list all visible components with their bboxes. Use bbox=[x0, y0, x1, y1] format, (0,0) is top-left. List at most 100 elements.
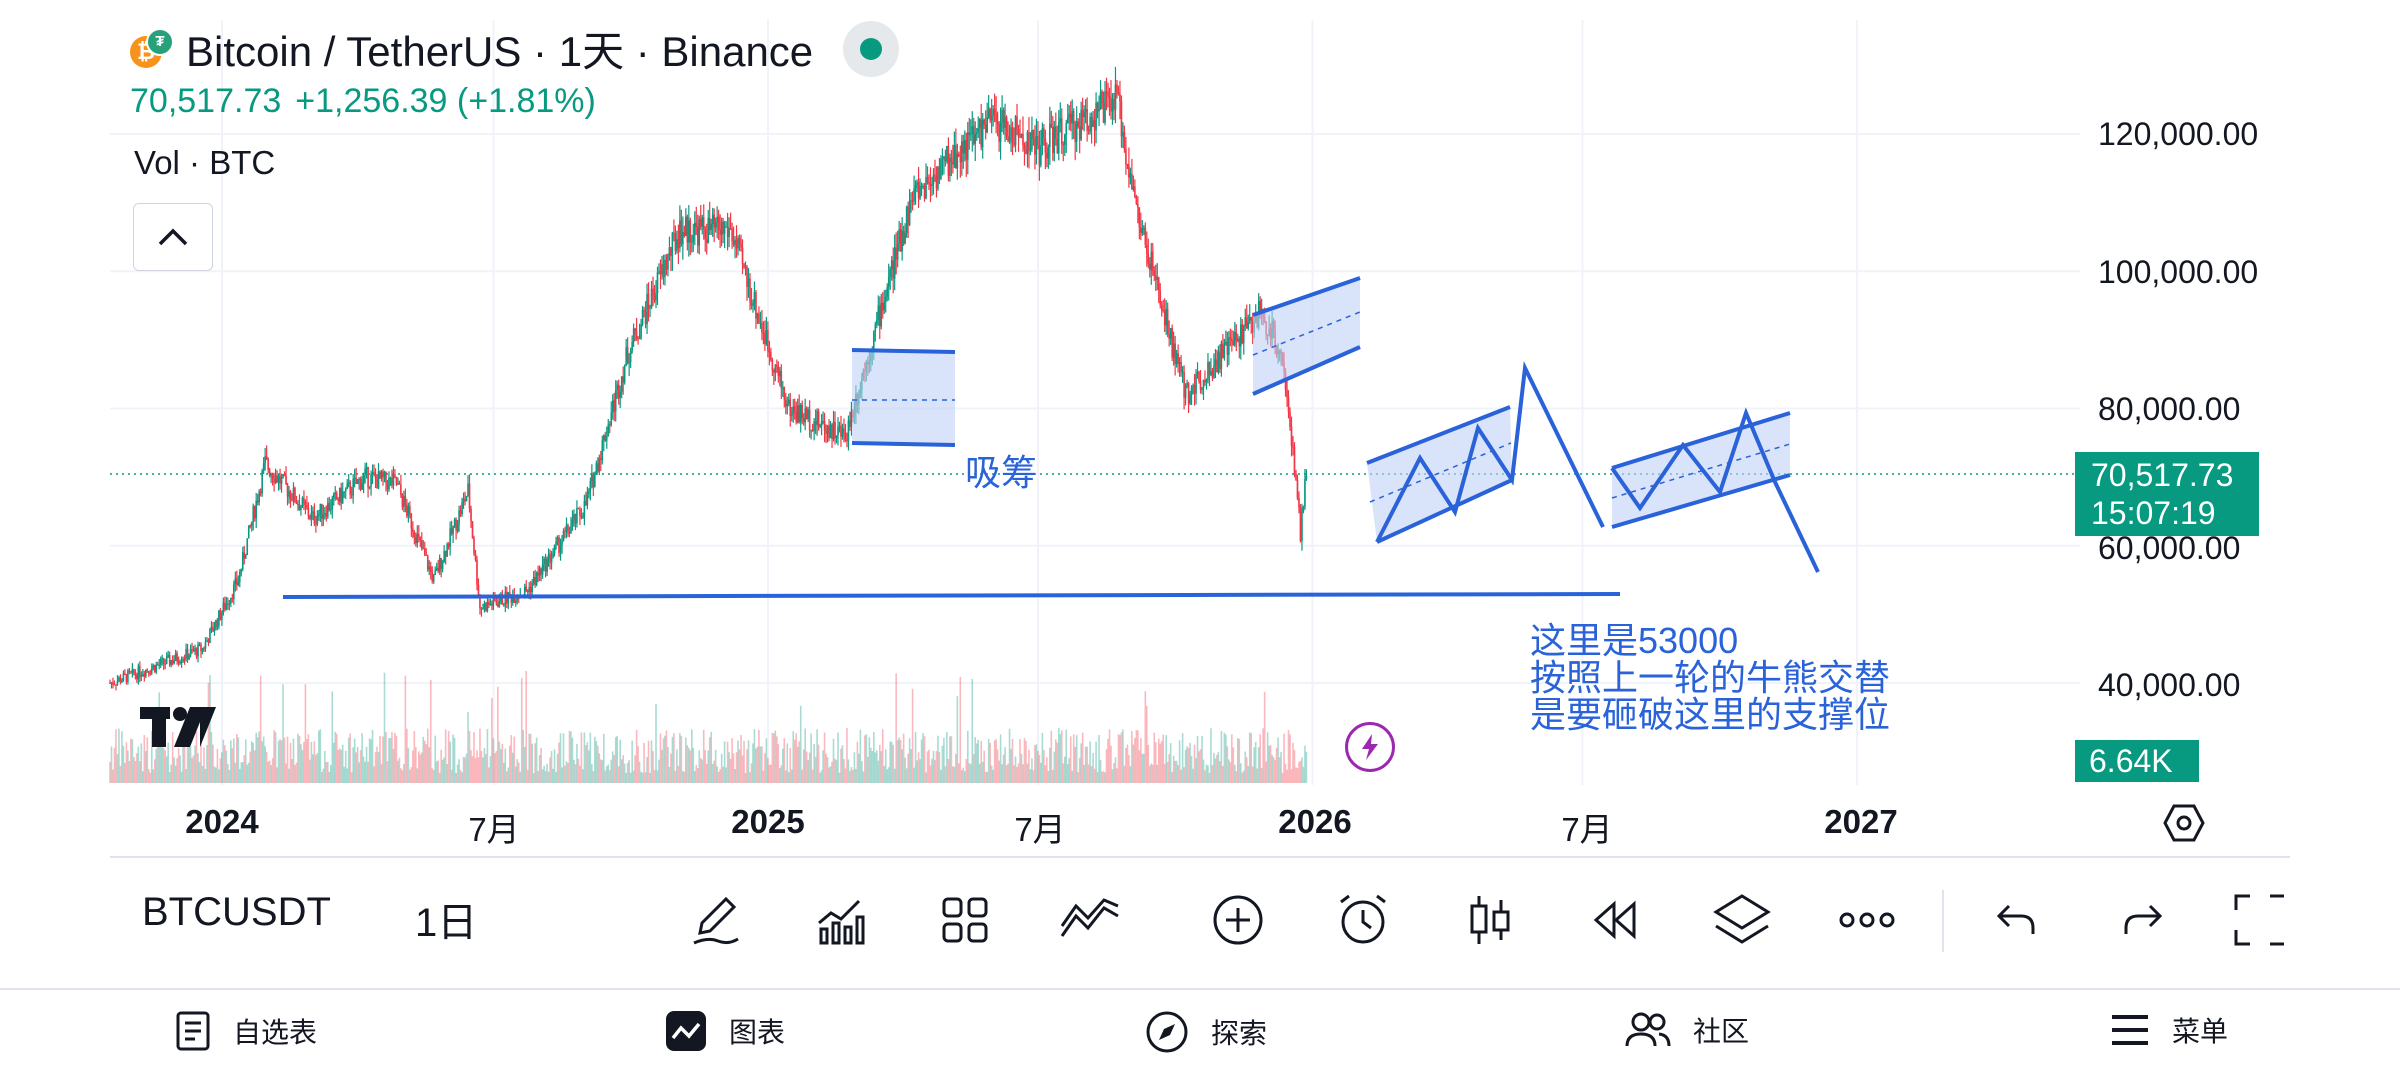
alert-icon[interactable] bbox=[1331, 888, 1395, 952]
candle-body bbox=[577, 508, 580, 510]
candle-body bbox=[1247, 321, 1250, 329]
candle-body bbox=[1186, 382, 1188, 386]
volume-bar bbox=[1046, 757, 1048, 783]
volume-bar bbox=[489, 756, 492, 783]
volume-bar bbox=[723, 741, 726, 783]
volume-bar bbox=[683, 771, 686, 783]
volume-bar bbox=[1011, 738, 1014, 783]
candle-body bbox=[526, 590, 529, 593]
candle-body bbox=[200, 644, 202, 652]
candle-body bbox=[540, 568, 542, 575]
volume-bar bbox=[1199, 749, 1202, 783]
volume-bar bbox=[731, 738, 733, 783]
volume-bar bbox=[941, 745, 944, 783]
layers-icon[interactable] bbox=[1710, 888, 1774, 952]
volume-bar bbox=[602, 733, 605, 783]
collapse-legend-button[interactable] bbox=[133, 203, 213, 271]
market-open-dot-icon[interactable] bbox=[843, 20, 900, 77]
volume-bar bbox=[790, 769, 793, 783]
volume-bar bbox=[896, 740, 899, 783]
support-note[interactable]: 这里是53000 按照上一轮的牛熊交替 是要砸破这里的支撑位 bbox=[1530, 620, 1891, 735]
candle-body bbox=[941, 158, 944, 160]
volume-bar bbox=[1034, 745, 1036, 783]
nav-menu[interactable]: 菜单 bbox=[2110, 1010, 2228, 1050]
candle-type-icon[interactable] bbox=[1458, 888, 1522, 952]
indicators-icon[interactable] bbox=[808, 888, 872, 952]
candle-body bbox=[564, 530, 566, 532]
candle-body bbox=[276, 475, 278, 483]
candle-body bbox=[755, 292, 757, 319]
nav-watchlist[interactable]: 自选表 bbox=[175, 1010, 317, 1052]
volume-bar bbox=[1253, 747, 1256, 783]
candle-body bbox=[926, 176, 929, 182]
volume-bar bbox=[619, 739, 621, 783]
replay-icon[interactable] bbox=[1583, 888, 1647, 952]
candle-body bbox=[1163, 310, 1166, 326]
volume-bar bbox=[1111, 769, 1114, 783]
accumulation-label[interactable]: 吸筹 bbox=[965, 452, 1038, 493]
volume-bar bbox=[816, 729, 818, 783]
volume-bar bbox=[592, 771, 595, 783]
volume-bar bbox=[306, 739, 308, 783]
candle-body bbox=[1223, 344, 1226, 358]
volume-bar bbox=[676, 749, 678, 783]
user-drawings[interactable] bbox=[282, 276, 1820, 599]
nav-explore[interactable]: 探索 bbox=[1145, 1010, 1267, 1054]
chart-header[interactable]: ₿ ₮ Bitcoin / TetherUS · 1天 · Binance bbox=[130, 18, 900, 79]
candle-body bbox=[844, 432, 847, 441]
volume-indicator-label[interactable]: Vol · BTC bbox=[134, 144, 276, 181]
volume-bar bbox=[999, 734, 1002, 783]
volume-bar bbox=[246, 764, 249, 783]
price-chart[interactable] bbox=[0, 0, 2400, 860]
candle-body bbox=[1034, 138, 1036, 155]
candle-body bbox=[808, 409, 811, 431]
undo-icon[interactable] bbox=[1985, 888, 2049, 952]
volume-bar bbox=[259, 675, 262, 783]
symbol-title[interactable]: Bitcoin / TetherUS · 1天 · Binance bbox=[186, 28, 814, 75]
redo-icon[interactable] bbox=[2110, 888, 2174, 952]
lightning-event-icon[interactable] bbox=[1345, 722, 1395, 772]
volume-bar bbox=[1107, 738, 1109, 783]
nav-chart[interactable]: 图表 bbox=[665, 1010, 785, 1052]
volume-bar bbox=[1257, 747, 1260, 783]
symbol-selector[interactable]: BTCUSDT bbox=[142, 890, 331, 934]
volume-bar bbox=[155, 748, 158, 783]
volume-bar bbox=[1060, 730, 1063, 783]
volume-bar bbox=[795, 733, 798, 783]
price-axis-label: 40,000.00 bbox=[2098, 667, 2241, 703]
interval-selector[interactable]: 1日 bbox=[415, 901, 478, 945]
volume-bar bbox=[1038, 754, 1041, 783]
candle-body bbox=[595, 463, 598, 473]
volume-bar bbox=[161, 744, 164, 783]
volume-bar bbox=[271, 758, 274, 783]
volume-bar bbox=[986, 771, 988, 783]
candle-body bbox=[236, 578, 238, 585]
candle-body bbox=[376, 478, 378, 489]
nav-community[interactable]: 社区 bbox=[1625, 1010, 1749, 1050]
candle-body bbox=[222, 602, 225, 613]
volume-bar bbox=[1104, 772, 1106, 783]
candle-body bbox=[146, 669, 149, 671]
candle-body bbox=[1201, 387, 1203, 390]
pencil-icon[interactable] bbox=[683, 888, 747, 952]
volume-bar bbox=[1043, 749, 1045, 783]
volume-bar bbox=[753, 729, 756, 783]
add-icon[interactable] bbox=[1206, 888, 1270, 952]
volume-bar bbox=[591, 764, 593, 783]
candle-body bbox=[992, 109, 994, 117]
volume-bar bbox=[494, 753, 496, 783]
candle-body bbox=[328, 503, 331, 511]
hexagon-settings-icon[interactable] bbox=[2163, 803, 2205, 843]
candle-body bbox=[1162, 310, 1165, 312]
volume-bar bbox=[543, 765, 545, 783]
volume-bar bbox=[438, 772, 441, 783]
more-icon[interactable] bbox=[1835, 888, 1899, 952]
candle-body bbox=[777, 366, 780, 377]
volume-bar bbox=[728, 752, 730, 783]
templates-icon[interactable] bbox=[933, 888, 997, 952]
fullscreen-icon[interactable] bbox=[2232, 888, 2288, 952]
candle-body bbox=[647, 293, 650, 309]
drawings-icon[interactable] bbox=[1058, 888, 1122, 952]
candle-body bbox=[456, 524, 459, 531]
volume-bar bbox=[1298, 762, 1300, 783]
